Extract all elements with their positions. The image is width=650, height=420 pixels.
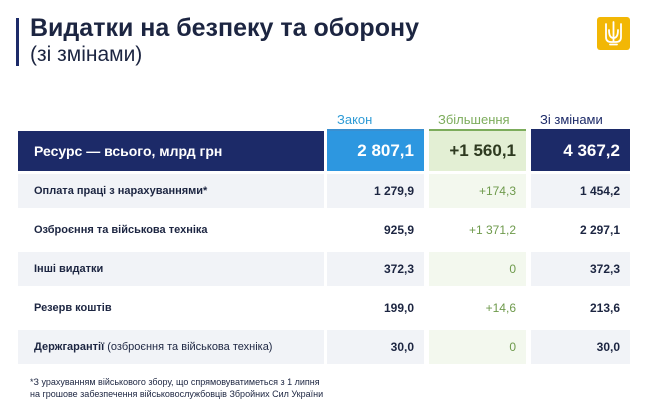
row-label-main: Озброєння та військова техніка: [34, 224, 208, 236]
table-cell-zbilshennia: +174,3: [429, 174, 526, 208]
row-label-note: (озброєння та військова техніка): [104, 341, 273, 353]
table-row-label: Інші видатки: [18, 252, 324, 286]
page-subtitle: (зі змінами): [30, 43, 143, 66]
table-cell-zbilshennia: +14,6: [485, 301, 516, 315]
total-value-zi-zminamy: 4 367,2: [531, 131, 630, 171]
table-cell-zi-zminamy: 372,3: [531, 252, 630, 286]
title-accent-bar: [16, 18, 19, 66]
page-title: Видатки на безпеку та оборону: [30, 14, 419, 42]
table-row-label: Оплата праці з нарахуваннями*: [18, 174, 324, 208]
table-row-label: Держгарантії (озброєння та військова тех…: [18, 330, 324, 364]
row-label-main: Резерв коштів: [34, 302, 112, 314]
table-cell-zakon: 30,0: [327, 330, 424, 364]
column-underline-zakon: [327, 129, 424, 131]
table-row-label: Резерв коштів: [18, 291, 324, 325]
table-cell-zi-zminamy: 2 297,1: [579, 223, 620, 237]
table-cell-zakon: 372,3: [327, 252, 424, 286]
column-underline-zbilshennia: [429, 129, 526, 131]
footnote: *З урахуванням військового збору, що спр…: [30, 376, 323, 400]
table-cell-zbilshennia: +1 371,2: [468, 223, 516, 237]
total-row-label: Ресурс — всього, млрд грн: [18, 131, 324, 171]
column-underline-zi-zminamy: [531, 129, 630, 131]
table-cell-zakon: 1 279,9: [327, 174, 424, 208]
footnote-line: на грошове забезпечення військовослужбов…: [30, 389, 324, 399]
row-label-main: Інші видатки: [34, 263, 104, 275]
table-cell-zi-zminamy: 213,6: [589, 301, 620, 315]
column-header-zi-zminamy: Зі змінами: [540, 112, 603, 127]
footnote-line: *З урахуванням військового збору, що спр…: [30, 377, 320, 387]
trident-icon: [597, 17, 630, 50]
row-label-main: Оплата праці з нарахуваннями*: [34, 185, 208, 197]
table-cell-zbilshennia: 0: [429, 330, 526, 364]
table-cell-zbilshennia: 0: [429, 252, 526, 286]
table-cell-zakon: 199,0: [383, 301, 414, 315]
total-value-zbilshennia: +1 560,1: [429, 131, 526, 171]
column-header-zbilshennia: Збільшення: [438, 112, 510, 127]
column-header-zakon: Закон: [337, 112, 373, 127]
table-row-label: Озброєння та військова техніка: [18, 213, 324, 247]
total-value-zakon: 2 807,1: [327, 131, 424, 171]
table-cell-zi-zminamy: 30,0: [531, 330, 630, 364]
table-cell-zi-zminamy: 1 454,2: [531, 174, 630, 208]
row-label-main: Держгарантії: [34, 341, 105, 353]
table-cell-zakon: 925,9: [383, 223, 414, 237]
